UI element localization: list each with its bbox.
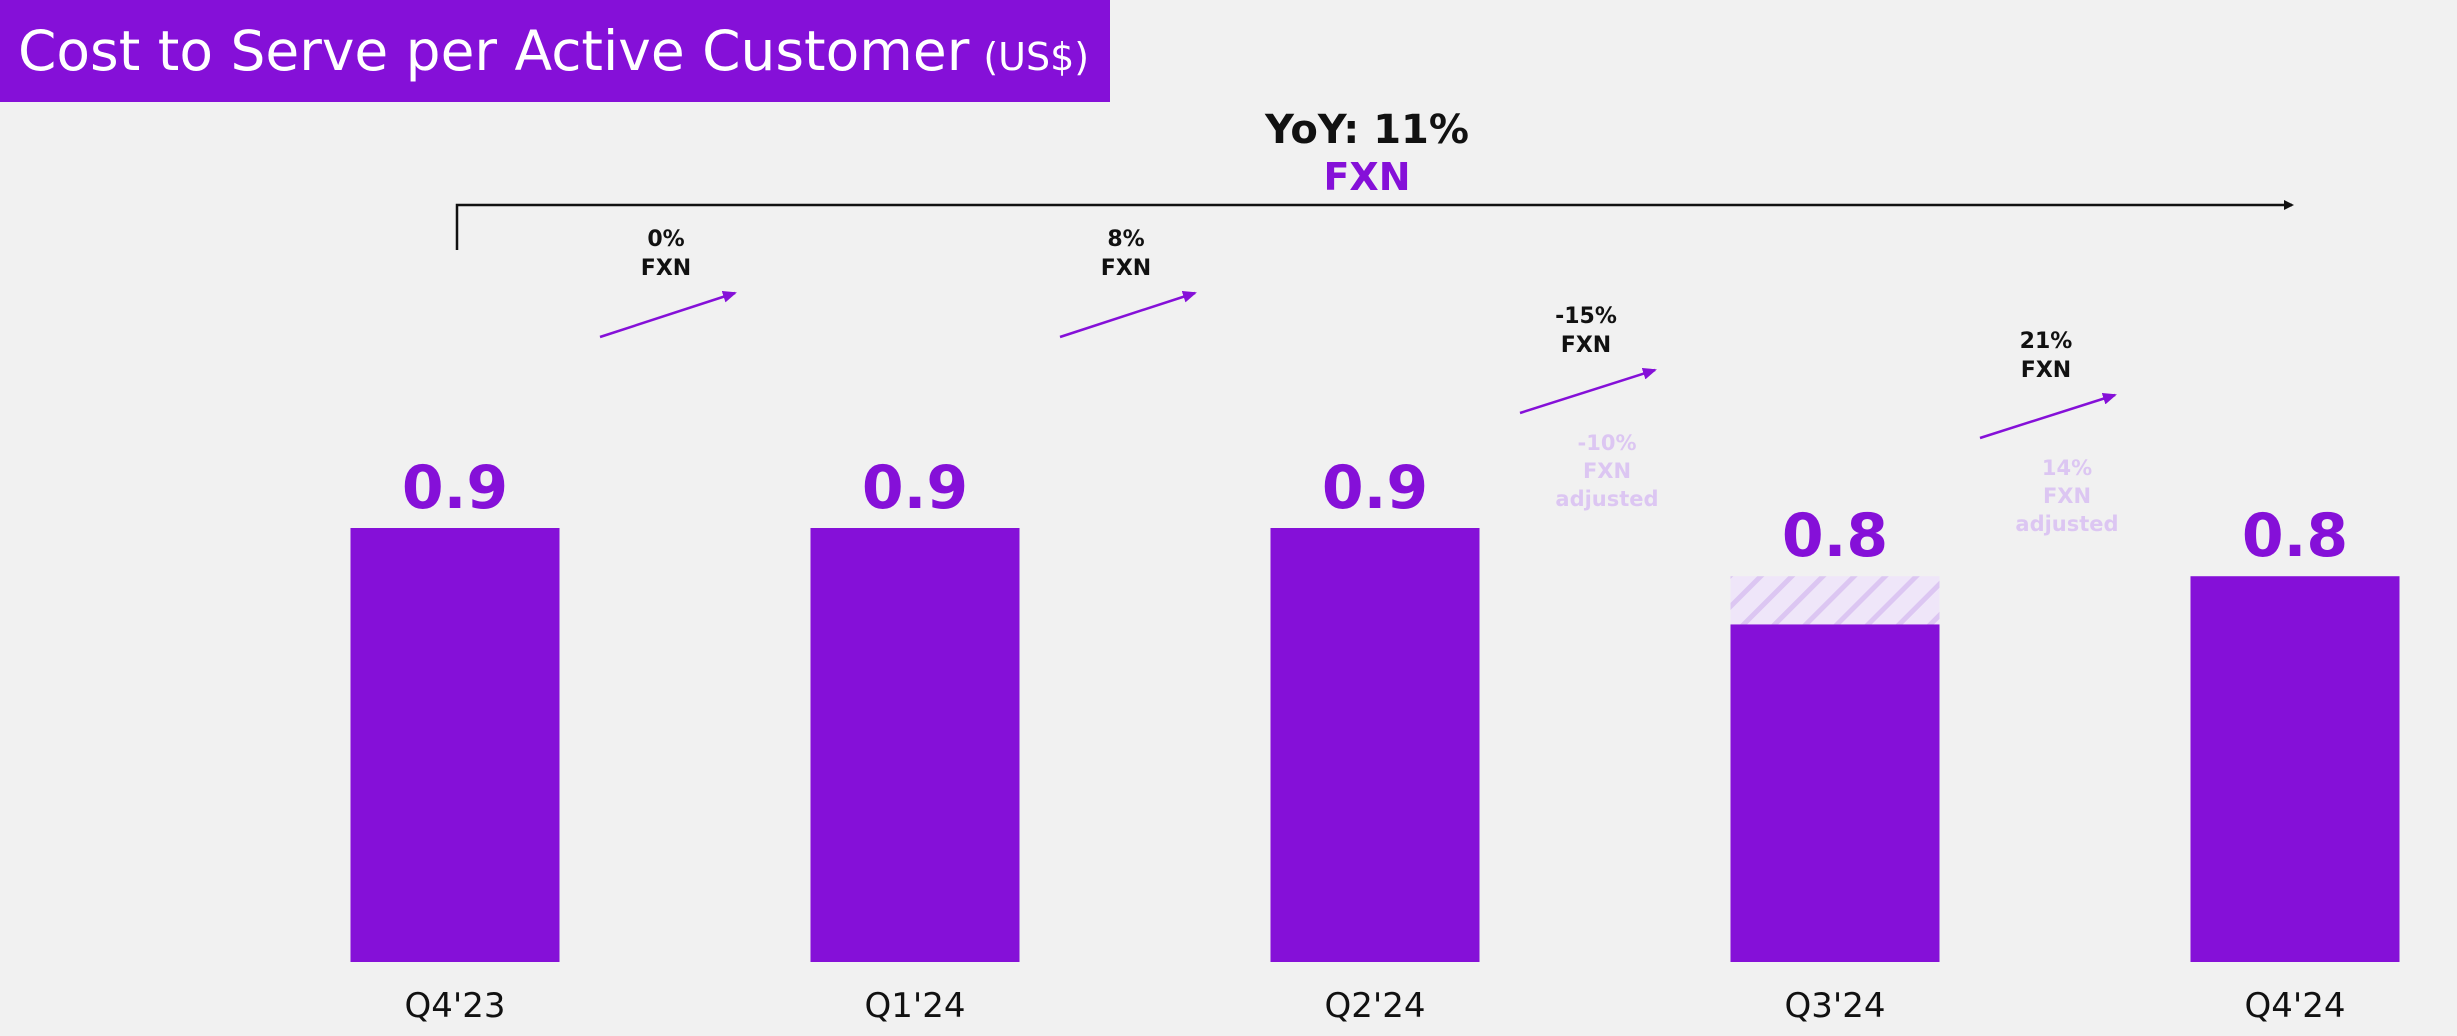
chart-title-unit: (US$) bbox=[983, 35, 1090, 79]
change-1-arrow bbox=[599, 291, 737, 339]
x-tick-label-q4-23: Q4'23 bbox=[404, 986, 505, 1026]
x-axis-labels: Q4'23 Q1'24 Q2'24 Q3'24 Q4'24 bbox=[404, 986, 2345, 1026]
change-3-arrow bbox=[1519, 367, 1657, 415]
change-4-adjusted-note: adjusted bbox=[2015, 512, 2118, 536]
change-4-value: 21% bbox=[2020, 329, 2073, 354]
bar-q4-23 bbox=[350, 528, 560, 962]
bars-group: 0.9 0.9 0.9 0.8 0.8 bbox=[350, 453, 2400, 962]
yoy-arrow bbox=[455, 200, 2294, 250]
chart-title-text: Cost to Serve per Active Customer bbox=[18, 19, 970, 83]
change-2-label: FXN bbox=[1101, 256, 1151, 281]
change-1-value: 0% bbox=[647, 227, 684, 252]
change-1-label: FXN bbox=[641, 256, 691, 281]
change-annotations: 0% FXN 8% FXN -15% FXN -10% FXN adjusted 21% FXN 14… bbox=[599, 227, 2119, 536]
value-label-q4-23: 0.9 bbox=[402, 453, 508, 523]
title-banner: Cost to Serve per Active Customer (US$) bbox=[0, 0, 1110, 102]
change-3-adjusted-value: -10% bbox=[1578, 431, 1637, 455]
value-label-q1-24: 0.9 bbox=[862, 453, 968, 523]
change-3-value: -15% bbox=[1555, 304, 1617, 329]
bar-hatched-q3-24 bbox=[1730, 576, 1940, 625]
bar-q4-24 bbox=[2190, 576, 2400, 962]
bar-q1-24 bbox=[810, 528, 1020, 962]
value-label-q4-24: 0.8 bbox=[2242, 501, 2348, 571]
yoy-sublabel: FXN bbox=[1323, 155, 1410, 199]
x-tick-label-q3-24: Q3'24 bbox=[1784, 986, 1885, 1026]
change-2-value: 8% bbox=[1107, 227, 1144, 252]
change-4-adjusted-value: 14% bbox=[2042, 456, 2092, 480]
yoy-label: YoY: 11% bbox=[1264, 107, 1469, 153]
change-3-adjusted-note: adjusted bbox=[1555, 487, 1658, 511]
change-2-arrow bbox=[1059, 291, 1197, 339]
x-tick-label-q1-24: Q1'24 bbox=[864, 986, 965, 1026]
change-3-adjusted-label: FXN bbox=[1583, 459, 1631, 483]
change-4-arrow bbox=[1979, 392, 2117, 440]
change-4-adjusted-label: FXN bbox=[2043, 484, 2091, 508]
x-tick-label-q2-24: Q2'24 bbox=[1324, 986, 1425, 1026]
change-4-label: FXN bbox=[2021, 358, 2071, 383]
x-tick-label-q4-24: Q4'24 bbox=[2244, 986, 2345, 1026]
chart-title: Cost to Serve per Active Customer (US$) bbox=[18, 19, 1089, 83]
value-label-q2-24: 0.9 bbox=[1322, 453, 1428, 523]
bar-q2-24 bbox=[1270, 528, 1480, 962]
bar-q3-24 bbox=[1730, 624, 1940, 962]
value-label-q3-24: 0.8 bbox=[1782, 501, 1888, 571]
change-3-label: FXN bbox=[1561, 333, 1611, 358]
